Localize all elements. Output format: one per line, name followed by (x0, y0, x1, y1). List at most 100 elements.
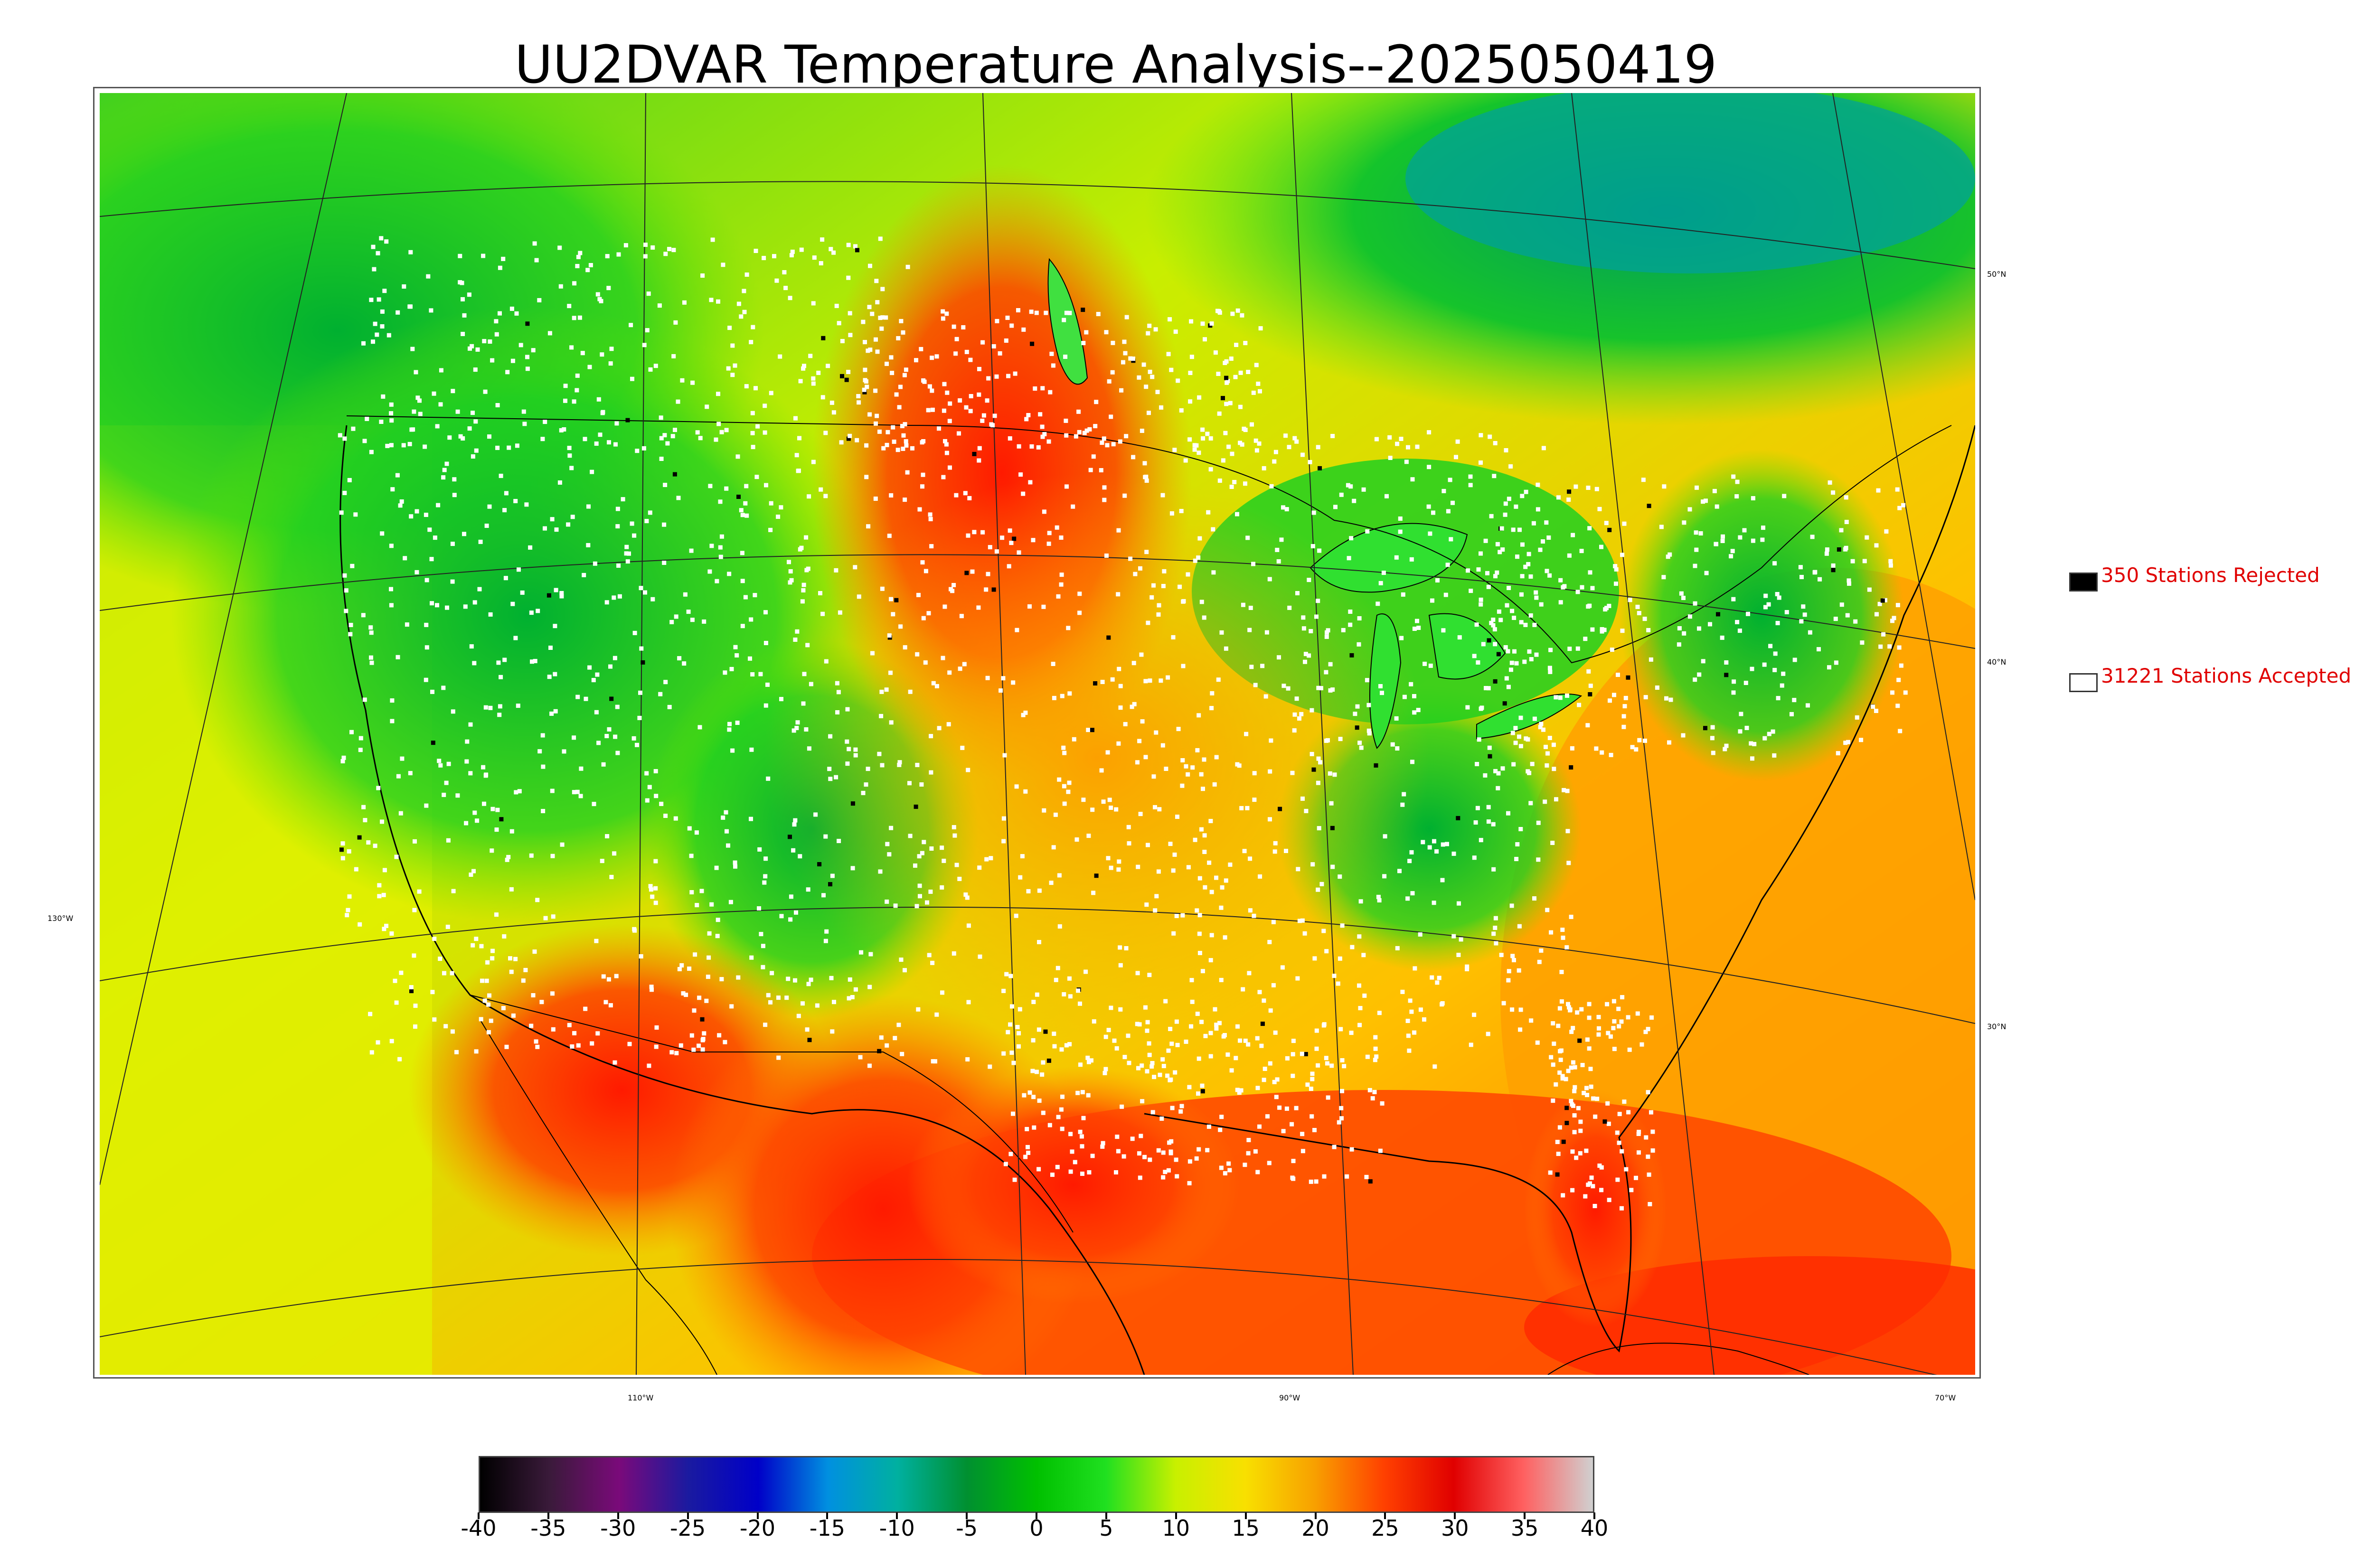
accepted-station-marker (358, 736, 363, 741)
accepted-station-marker (1163, 1170, 1168, 1174)
accepted-station-marker (1493, 642, 1498, 647)
accepted-station-marker (1175, 815, 1179, 819)
accepted-station-marker (1157, 603, 1161, 608)
accepted-station-marker (723, 670, 727, 675)
accepted-station-marker (733, 864, 737, 869)
accepted-station-marker (901, 330, 905, 335)
accepted-station-marker (1243, 481, 1247, 486)
accepted-station-marker (1086, 728, 1091, 732)
accepted-station-marker (578, 794, 583, 798)
accepted-station-marker (1749, 741, 1753, 746)
accepted-station-marker (1051, 845, 1056, 850)
accepted-station-marker (413, 839, 417, 844)
accepted-station-marker (1300, 918, 1305, 923)
accepted-station-marker (473, 367, 478, 372)
accepted-station-marker (1724, 673, 1729, 677)
accepted-station-marker (1297, 919, 1302, 923)
accepted-station-marker (1230, 311, 1235, 316)
accepted-station-marker (1545, 908, 1550, 912)
accepted-station-marker (885, 842, 890, 846)
accepted-station-marker (572, 790, 576, 795)
accepted-station-marker (942, 382, 947, 386)
accepted-station-marker (1013, 371, 1017, 376)
accepted-station-marker (735, 653, 739, 657)
accepted-station-marker (1395, 946, 1400, 950)
accepted-station-marker (798, 547, 802, 552)
accepted-station-marker (659, 457, 664, 461)
accepted-station-marker (1162, 569, 1167, 573)
accepted-station-marker (587, 665, 592, 670)
accepted-station-marker (1305, 1082, 1310, 1087)
accepted-station-marker (989, 856, 993, 861)
accepted-station-marker (1300, 1149, 1305, 1154)
accepted-station-marker (1030, 1069, 1035, 1073)
accepted-station-marker (977, 366, 981, 371)
accepted-station-marker (590, 469, 594, 474)
accepted-station-marker (376, 1040, 380, 1045)
accepted-station-marker (1487, 638, 1491, 643)
accepted-station-marker (1279, 537, 1284, 542)
accepted-station-marker (1742, 528, 1747, 533)
accepted-station-marker (1514, 661, 1519, 666)
accepted-station-marker (1067, 976, 1072, 981)
accepted-station-marker (1428, 531, 1432, 536)
accepted-station-marker (1201, 787, 1205, 791)
accepted-station-marker (1528, 613, 1533, 618)
accepted-station-marker (1629, 1188, 1634, 1192)
accepted-station-marker (389, 443, 394, 448)
accepted-station-marker (1149, 595, 1154, 600)
accepted-station-marker (1090, 807, 1095, 812)
accepted-station-marker (1504, 676, 1509, 681)
accepted-station-marker (535, 898, 540, 902)
accepted-station-marker (534, 1039, 538, 1044)
accepted-station-marker (1607, 603, 1611, 608)
accepted-station-marker (390, 487, 395, 492)
accepted-station-marker (1074, 434, 1078, 439)
accepted-station-marker (1161, 1175, 1166, 1180)
accepted-station-marker (1551, 1062, 1555, 1067)
accepted-station-marker (1572, 1089, 1577, 1093)
accepted-station-marker (1635, 1011, 1640, 1016)
accepted-station-marker (494, 332, 499, 337)
lon-label-110w: 110°W (628, 1393, 654, 1402)
accepted-station-marker (609, 874, 614, 879)
accepted-station-marker (1174, 1019, 1179, 1024)
accepted-station-marker (382, 927, 386, 931)
accepted-station-marker (723, 1040, 727, 1044)
accepted-station-marker (482, 801, 486, 806)
accepted-station-marker (357, 835, 362, 840)
accepted-station-marker (763, 1023, 768, 1027)
accepted-station-marker (513, 499, 518, 503)
accepted-station-marker (472, 661, 477, 666)
accepted-station-marker (1497, 609, 1501, 614)
accepted-station-marker (1074, 837, 1079, 842)
accepted-station-marker (1139, 1134, 1143, 1138)
accepted-station-marker (1730, 549, 1735, 554)
accepted-station-marker (1096, 312, 1101, 316)
accepted-station-marker (596, 741, 601, 745)
accepted-station-marker (958, 667, 962, 671)
accepted-station-marker (1086, 1093, 1091, 1098)
accepted-station-marker (1076, 988, 1081, 993)
accepted-station-marker (1677, 642, 1681, 647)
lon-label-70w: 70°W (1935, 1393, 1956, 1402)
accepted-station-marker (1209, 321, 1214, 326)
accepted-station-marker (1408, 998, 1413, 1003)
accepted-station-marker (877, 429, 882, 434)
accepted-station-marker (451, 889, 456, 893)
accepted-station-marker (414, 370, 418, 375)
accepted-station-marker (415, 509, 419, 514)
accepted-station-marker (1338, 956, 1342, 961)
accepted-station-marker (951, 324, 956, 329)
accepted-station-marker (340, 856, 345, 861)
accepted-station-marker (1213, 1007, 1217, 1012)
accepted-station-marker (1109, 414, 1113, 419)
accepted-station-marker (463, 604, 468, 609)
accepted-station-marker (908, 689, 913, 694)
accepted-station-marker (1634, 1175, 1638, 1180)
accepted-station-marker (1142, 461, 1147, 466)
accepted-station-marker (1324, 670, 1328, 675)
accepted-station-marker (1137, 1151, 1141, 1156)
accepted-station-marker (835, 710, 840, 714)
accepted-station-marker (1291, 1039, 1296, 1043)
